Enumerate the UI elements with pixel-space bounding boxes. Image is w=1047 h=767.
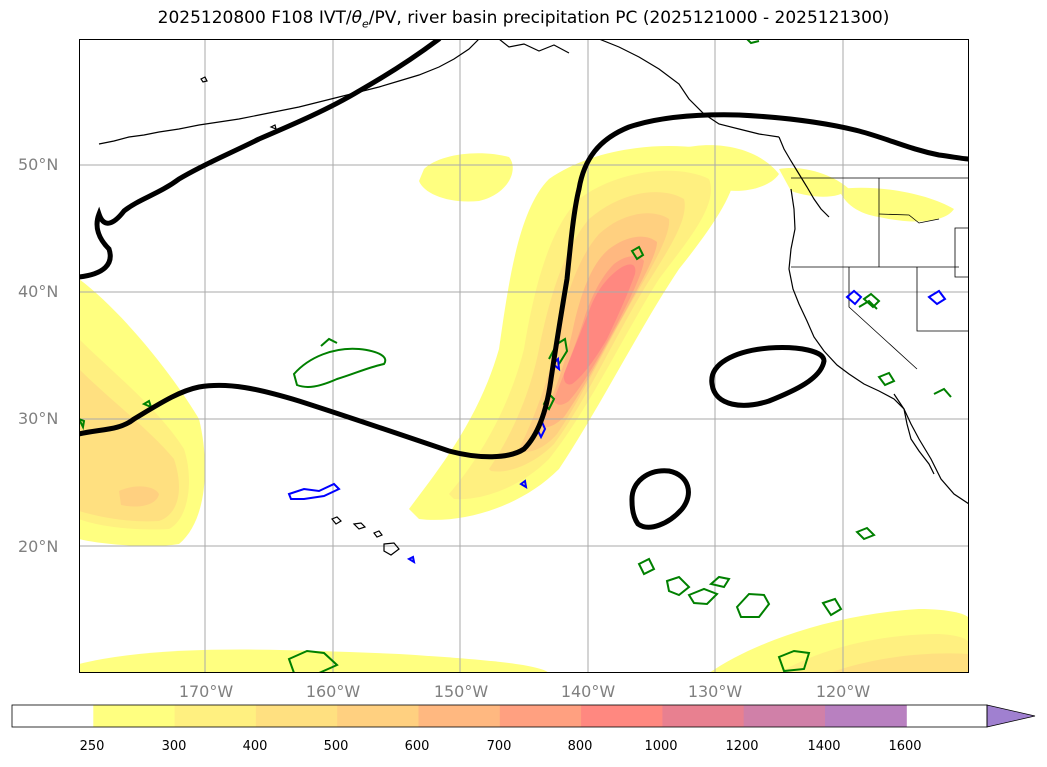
- colorbar-cell: [581, 705, 663, 727]
- title-theta-subscript: e: [362, 17, 369, 31]
- ivt-shading-south: [79, 609, 969, 673]
- colorbar-cell: [255, 705, 338, 727]
- colorbar: [11, 704, 1036, 728]
- lat-label-20n: 20°N: [18, 537, 59, 556]
- lon-label-150w: 150°W: [433, 682, 489, 701]
- colorbar-cell: [418, 705, 501, 727]
- lon-label-130w: 130°W: [687, 682, 743, 701]
- colorbar-label-1600: 1600: [888, 739, 922, 754]
- colorbar-label-250: 250: [79, 739, 105, 754]
- graticule-grid: [79, 39, 969, 673]
- lat-label-50n: 50°N: [18, 155, 59, 174]
- colorbar-cell: [174, 705, 257, 727]
- dynamic-tropopause-contour: [79, 39, 969, 530]
- colorbar-cell: [825, 705, 907, 727]
- colorbar-label-500: 500: [323, 739, 349, 754]
- colorbar-cell: [499, 705, 582, 727]
- lon-label-170w: 170°W: [178, 682, 234, 701]
- colorbar-cell: [12, 705, 94, 727]
- colorbar-label-700: 700: [486, 739, 512, 754]
- coastlines: [98, 39, 969, 556]
- lon-label-120w: 120°W: [815, 682, 871, 701]
- ivt-shading-atmospheric-river: [409, 146, 736, 520]
- colorbar-cell: [743, 705, 826, 727]
- lat-label-40n: 40°N: [18, 282, 59, 301]
- colorbar-label-600: 600: [404, 739, 430, 754]
- colorbar-label-800: 800: [567, 739, 593, 754]
- state-borders: [791, 177, 969, 370]
- map-title: 2025120800 F108 IVT/θe/PV, river basin p…: [0, 8, 1047, 30]
- lon-label-160w: 160°W: [305, 682, 361, 701]
- map-border: [79, 39, 969, 673]
- map-panel: [79, 39, 969, 673]
- title-main: 2025120800 F108 IVT/: [157, 8, 352, 28]
- colorbar-label-1200: 1200: [725, 739, 759, 754]
- colorbar-cell: [337, 705, 419, 727]
- colorbar-cell: [93, 705, 176, 727]
- lat-label-30n: 30°N: [18, 409, 59, 428]
- colorbar-label-1000: 1000: [644, 739, 678, 754]
- colorbar-outline: [11, 704, 988, 728]
- title-theta: θ: [351, 8, 362, 28]
- lon-label-140w: 140°W: [560, 682, 616, 701]
- colorbar-label-300: 300: [161, 739, 187, 754]
- map-canvas: [79, 39, 969, 673]
- colorbar-extend-arrow: [986, 704, 1036, 728]
- colorbar-label-400: 400: [242, 739, 268, 754]
- colorbar-cell: [662, 705, 745, 727]
- title-rest: /PV, river basin precipitation PC (20251…: [368, 8, 890, 28]
- colorbar-label-1400: 1400: [807, 739, 841, 754]
